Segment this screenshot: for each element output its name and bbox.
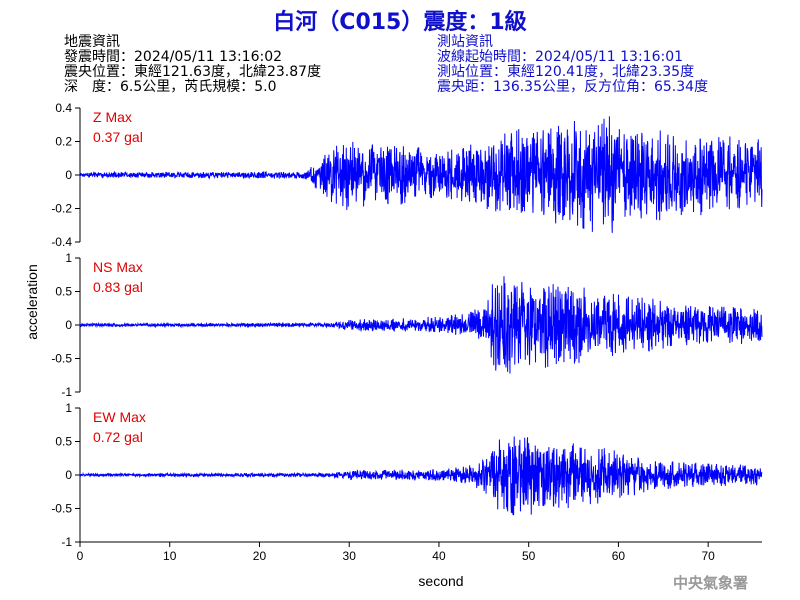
y-tick-label: 0.4 — [55, 101, 72, 115]
y-tick-label: 0.2 — [55, 135, 72, 149]
epicentral-distance: 震央距：136.35公里，反方位角：65.34度 — [437, 79, 709, 95]
max-label-name: Z Max — [93, 109, 132, 125]
y-tick-label: -1 — [61, 385, 72, 399]
x-tick-label: 0 — [77, 549, 84, 563]
y-tick-label: -1 — [61, 535, 72, 549]
epicenter-position: 震央位置：東經121.63度，北緯23.87度 — [64, 64, 322, 80]
x-tick-label: 60 — [612, 549, 626, 563]
y-tick-label: 0.5 — [55, 435, 72, 449]
x-tick-label: 50 — [522, 549, 536, 563]
y-tick-label: -0.2 — [51, 202, 72, 216]
y-tick-label: -0.5 — [51, 352, 72, 366]
waveform-2 — [79, 436, 763, 516]
max-label-value: 0.83 gal — [93, 279, 143, 295]
y-tick-label: -0.5 — [51, 502, 72, 516]
x-tick-label: 20 — [253, 549, 267, 563]
origin-time: 發震時間：2024/05/11 13:16:02 — [64, 49, 283, 65]
station-info: 測站資訊 波線起始時間：2024/05/11 13:16:01 測站位置：東經1… — [437, 35, 708, 95]
max-label-name: NS Max — [93, 259, 143, 275]
max-label-name: EW Max — [93, 409, 146, 425]
waveform-1 — [79, 276, 763, 374]
agency-label: 中央氣象署 — [672, 574, 748, 592]
max-label-value: 0.72 gal — [93, 429, 143, 445]
page-title: 白河（C015）震度：1級 — [273, 10, 527, 35]
y-tick-label: 0 — [65, 168, 72, 182]
wave-start-time: 波線起始時間：2024/05/11 13:16:01 — [437, 49, 684, 65]
quake-info-heading: 地震資訊 — [64, 34, 120, 50]
x-tick-label: 40 — [432, 549, 446, 563]
y-tick-label: 1 — [65, 401, 72, 415]
x-axis-label: second — [418, 573, 463, 589]
quake-info: 地震資訊 發震時間：2024/05/11 13:16:02 震央位置：東經121… — [64, 35, 321, 95]
station-info-heading: 測站資訊 — [437, 34, 493, 50]
y-tick-label: 0 — [65, 318, 72, 332]
y-tick-label: -0.4 — [51, 235, 72, 249]
max-label-value: 0.37 gal — [93, 129, 143, 145]
y-tick-label: 0 — [65, 468, 72, 482]
panel-2: 1 0.5 0 -0.5 -1 EW Max 0.72 gal — [51, 401, 763, 549]
y-tick-label: 1 — [65, 251, 72, 265]
x-tick-label: 70 — [701, 549, 715, 563]
waveform-0 — [79, 116, 763, 233]
y-axis-label: acceleration — [24, 264, 40, 340]
station-position: 測站位置：東經120.41度，北緯23.35度 — [437, 64, 695, 80]
panel-0: 0.4 0.2 0 -0.2 -0.4 Z Max 0.37 gal — [51, 101, 763, 249]
depth-magnitude: 深 度：6.5公里，芮氏規模：5.0 — [64, 79, 277, 95]
panel-1: 1 0.5 0 -0.5 -1 NS Max 0.83 gal — [51, 251, 763, 399]
y-tick-label: 0.5 — [55, 285, 72, 299]
x-tick-label: 30 — [343, 549, 357, 563]
x-tick-label: 10 — [163, 549, 177, 563]
